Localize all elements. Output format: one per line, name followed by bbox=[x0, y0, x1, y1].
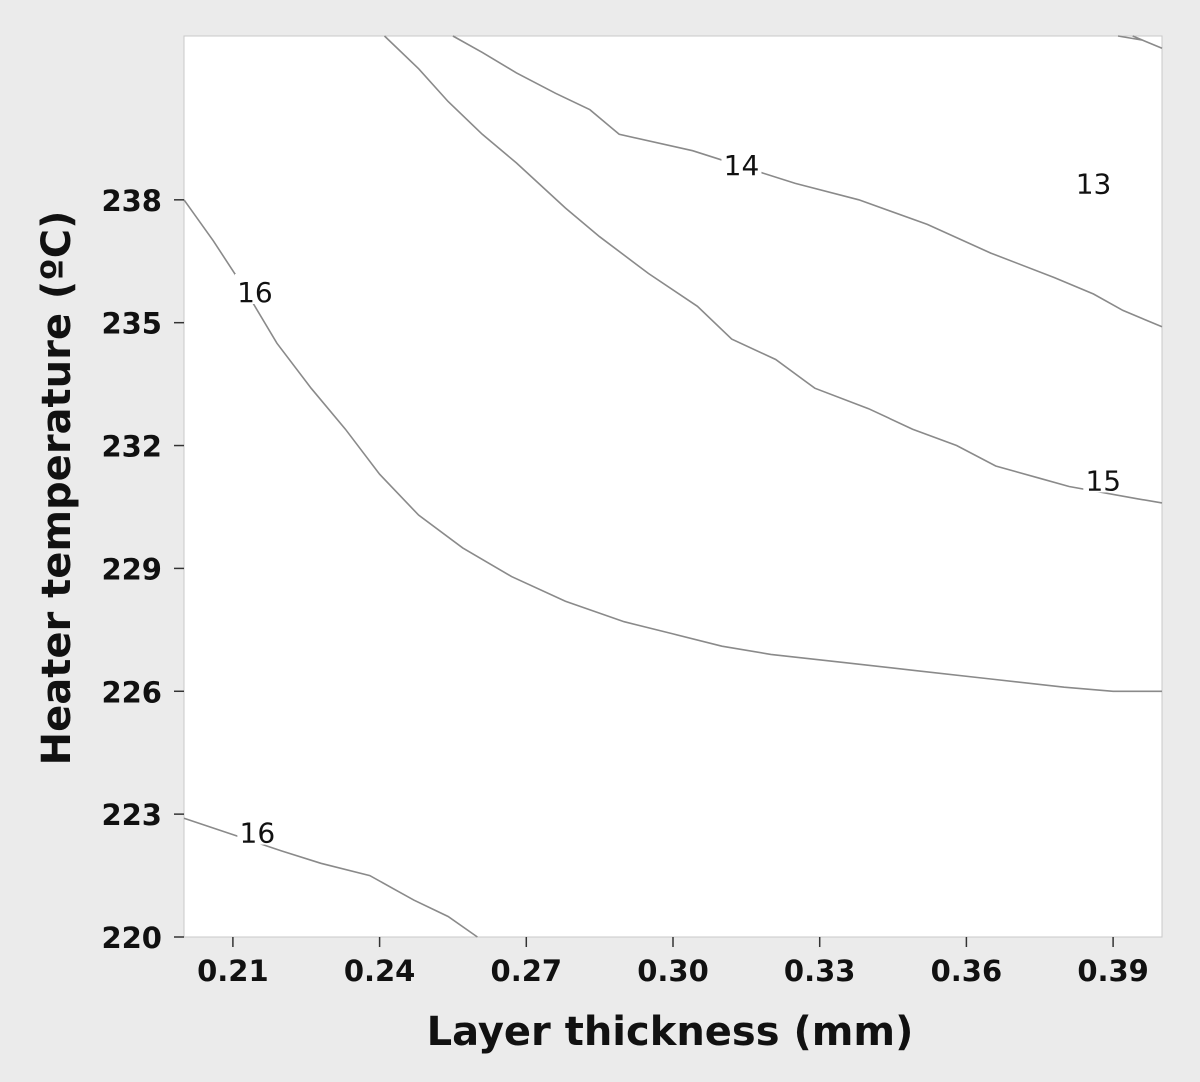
x-axis: 0.21 0.24 0.27 0.30 0.33 0.36 0.39 bbox=[197, 937, 1149, 988]
contour-label-background bbox=[234, 274, 275, 305]
y-tick-label: 232 bbox=[101, 430, 162, 464]
x-axis-title: Layer thickness (mm) bbox=[427, 1009, 914, 1055]
y-tick-label: 238 bbox=[101, 184, 162, 218]
x-tick-label: 0.27 bbox=[491, 954, 563, 988]
x-tick-label: 0.21 bbox=[197, 954, 269, 988]
y-tick-label: 235 bbox=[101, 307, 162, 341]
contour-label-background bbox=[721, 147, 762, 178]
contour-label-background bbox=[1083, 462, 1124, 493]
contour-line-15-2 bbox=[383, 35, 1163, 504]
contour-label-16: 16 bbox=[240, 817, 276, 850]
contour-line-16-3 bbox=[183, 199, 1162, 693]
contour-labels: 13 14 15 16 16 bbox=[234, 147, 1124, 850]
x-tick-label: 0.39 bbox=[1077, 954, 1149, 988]
contour-line-14-1 bbox=[1117, 35, 1163, 50]
y-axis-title: Heater temperature (ºC) bbox=[34, 211, 80, 766]
x-tick-label: 0.30 bbox=[637, 954, 709, 988]
y-axis: 220 223 226 229 232 235 238 bbox=[101, 184, 184, 955]
contour-label-14: 14 bbox=[724, 149, 760, 182]
y-tick-label: 229 bbox=[101, 552, 162, 586]
plot-area bbox=[183, 35, 1163, 938]
contour-label-15: 15 bbox=[1085, 464, 1121, 497]
contour-line-13-0 bbox=[452, 35, 1163, 328]
contour-label-background bbox=[237, 814, 278, 845]
x-tick-label: 0.24 bbox=[344, 954, 416, 988]
y-tick-label: 223 bbox=[101, 798, 162, 832]
y-tick-label: 220 bbox=[101, 921, 162, 955]
contour-label-16: 16 bbox=[237, 276, 273, 309]
x-tick-label: 0.36 bbox=[931, 954, 1003, 988]
y-tick-label: 226 bbox=[101, 675, 162, 709]
contour-label-background bbox=[1073, 165, 1114, 196]
x-tick-label: 0.33 bbox=[784, 954, 856, 988]
contour-label-13: 13 bbox=[1076, 167, 1112, 200]
contour-lines bbox=[183, 35, 1163, 938]
